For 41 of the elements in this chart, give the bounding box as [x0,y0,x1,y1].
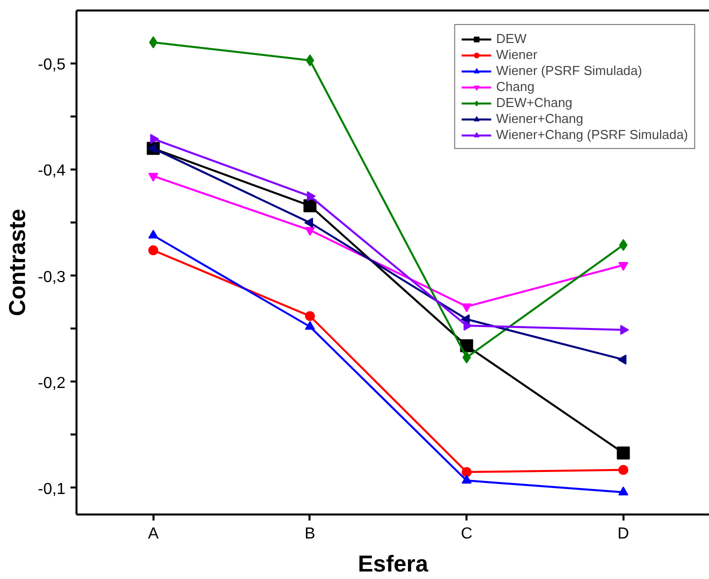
legend-label: DEW [496,31,527,46]
point [462,303,472,312]
x-axis-title: Esfera [358,550,428,576]
point [148,143,156,154]
point [148,230,158,239]
point [304,311,315,322]
y-tick-label: -0,1 [38,480,66,498]
legend-label: Wiener [496,47,538,62]
point [150,134,159,144]
point [464,320,472,331]
x-tick-label: D [618,526,630,542]
legend-label: Wiener+Chang [496,111,584,126]
point [462,351,471,364]
x-tick-label: A [148,526,159,542]
point [618,486,628,496]
point [618,262,628,271]
point [462,467,472,478]
y-tick-label: -0,4 [38,162,66,180]
point [618,354,626,365]
point [616,446,630,460]
x-tick-label: C [460,526,472,542]
point [618,464,628,475]
legend-label: DEW+Chang [496,95,572,110]
point [148,172,158,182]
y-axis-title: Contraste [4,208,30,316]
point [304,321,315,330]
legend-label: Wiener+Chang (PSRF Simulada) [496,127,688,142]
y-tick-label: -0,3 [38,268,66,286]
point [462,474,472,484]
point [303,199,316,212]
y-tick-label: -0,5 [38,56,66,74]
point [306,54,314,66]
x-tick-label: B [304,526,316,542]
y-tick-label: -0,2 [38,374,66,392]
point [620,324,630,335]
point [304,227,315,236]
point [148,245,158,256]
point [306,191,316,202]
legend-label: Chang [496,79,534,94]
legend-label: Wiener (PSRF Simulada) [496,63,642,78]
point [304,218,314,228]
